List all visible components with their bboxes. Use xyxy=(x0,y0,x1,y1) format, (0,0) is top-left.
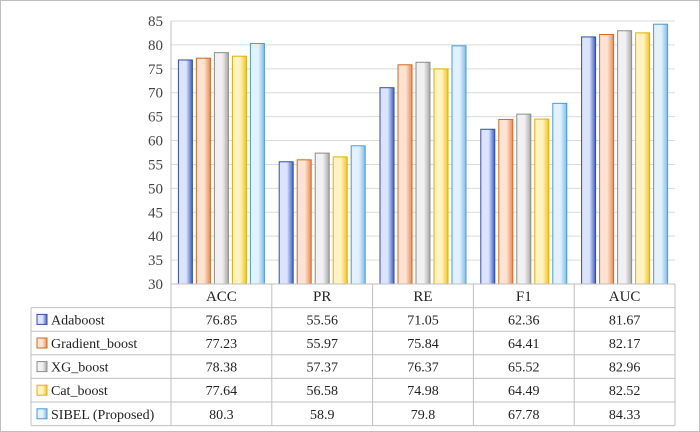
bar-cat-boost-acc xyxy=(231,55,247,285)
bar-cat-boost-pr xyxy=(332,156,348,285)
bar-gradient-boost-f1 xyxy=(498,118,514,285)
bar-sibel-proposed-re xyxy=(451,45,467,285)
y-tick-label: 35 xyxy=(148,253,163,269)
y-tick-label: 30 xyxy=(148,277,163,293)
bar-adaboost-pr xyxy=(278,161,294,285)
category-label-pr: PR xyxy=(313,289,331,305)
legend-swatch-xg-boost xyxy=(36,361,48,373)
legend-label-adaboost: Adaboost xyxy=(51,313,105,328)
table-cell-xg-boost-pr: 57.37 xyxy=(306,361,338,376)
table-cell-cat-boost-pr: 56.58 xyxy=(306,384,338,399)
table-cell-xg-boost-f1: 65.52 xyxy=(508,361,540,376)
table-cell-gradient-boost-acc: 77.23 xyxy=(206,337,238,352)
legend-label-cat-boost: Cat_boost xyxy=(51,384,108,399)
y-tick-label: 65 xyxy=(148,110,163,126)
bar-sibel-proposed-auc xyxy=(653,23,669,285)
table-cell-cat-boost-auc: 82.52 xyxy=(609,384,641,399)
y-tick-label: 45 xyxy=(148,205,163,221)
y-tick-label: 75 xyxy=(148,62,163,78)
y-tick-label: 40 xyxy=(148,229,163,245)
bar-xg-boost-auc xyxy=(617,30,633,285)
legend-swatch-sibel-proposed xyxy=(36,408,48,420)
category-label-re: RE xyxy=(413,289,432,305)
table-cell-adaboost-acc: 76.85 xyxy=(206,313,238,328)
table-cell-xg-boost-auc: 82.96 xyxy=(609,361,641,376)
table-cell-gradient-boost-auc: 82.17 xyxy=(609,337,641,352)
y-tick-label: 50 xyxy=(148,181,163,197)
bar-xg-boost-pr xyxy=(314,152,330,285)
table-cell-xg-boost-re: 76.37 xyxy=(407,361,439,376)
bars xyxy=(177,23,669,285)
table-cell-adaboost-pr: 55.56 xyxy=(306,313,338,328)
y-tick-label: 80 xyxy=(148,38,163,54)
table-cell-sibel-proposed-auc: 84.33 xyxy=(609,408,641,423)
table-cell-sibel-proposed-pr: 58.9 xyxy=(310,408,335,423)
bar-gradient-boost-auc xyxy=(599,34,615,285)
table-cell-xg-boost-acc: 78.38 xyxy=(206,361,238,376)
bar-gradient-boost-pr xyxy=(296,159,312,285)
table-cell-gradient-boost-f1: 64.41 xyxy=(508,337,540,352)
bar-xg-boost-re xyxy=(415,61,431,285)
table-cell-gradient-boost-re: 75.84 xyxy=(407,337,439,352)
legend-swatch-gradient-boost xyxy=(36,337,48,349)
bar-cat-boost-f1 xyxy=(534,118,550,285)
bar-gradient-boost-acc xyxy=(195,57,211,285)
bar-cat-boost-auc xyxy=(635,32,651,285)
table-cell-sibel-proposed-acc: 80.3 xyxy=(209,408,234,423)
table-cell-sibel-proposed-f1: 67.78 xyxy=(508,408,540,423)
data-table: ACC PR RE F1 AUC Adaboost 76.85 55.56 71.05 62.36… xyxy=(30,283,676,427)
bar-adaboost-f1 xyxy=(480,128,496,285)
legend-label-sibel-proposed: SIBEL (Proposed) xyxy=(51,408,155,423)
y-tick-label: 55 xyxy=(148,157,163,173)
legend-label-gradient-boost: Gradient_boost xyxy=(51,337,137,352)
bar-adaboost-re xyxy=(379,87,395,285)
bar-xg-boost-f1 xyxy=(516,113,532,285)
y-tick-label: 70 xyxy=(148,86,163,102)
table-cell-adaboost-re: 71.05 xyxy=(407,313,439,328)
y-tick-label: 85 xyxy=(148,14,163,30)
table-cell-cat-boost-acc: 77.64 xyxy=(206,384,238,399)
table-cell-gradient-boost-pr: 55.97 xyxy=(306,337,338,352)
y-axis: 30 35 40 45 50 55 60 65 70 75 80 85 xyxy=(148,14,172,293)
category-label-auc: AUC xyxy=(609,289,641,305)
bar-adaboost-auc xyxy=(581,36,597,285)
table-cell-adaboost-auc: 81.67 xyxy=(609,313,641,328)
bar-xg-boost-acc xyxy=(213,52,229,285)
legend-swatch-cat-boost xyxy=(36,384,48,396)
bar-sibel-proposed-acc xyxy=(249,42,265,285)
table-cell-cat-boost-f1: 64.49 xyxy=(508,384,540,399)
y-tick-label: 60 xyxy=(148,134,163,150)
bar-sibel-proposed-pr xyxy=(350,145,366,285)
table-cell-sibel-proposed-re: 79.8 xyxy=(411,408,436,423)
bar-adaboost-acc xyxy=(177,59,193,285)
bar-gradient-boost-re xyxy=(397,64,413,285)
table-cell-cat-boost-re: 74.98 xyxy=(407,384,439,399)
legend-swatch-adaboost xyxy=(36,313,48,325)
category-label-acc: ACC xyxy=(206,289,237,305)
bar-sibel-proposed-f1 xyxy=(552,102,568,285)
bar-cat-boost-re xyxy=(433,68,449,285)
category-label-f1: F1 xyxy=(516,289,532,305)
legend-label-xg-boost: XG_boost xyxy=(51,361,109,376)
table-cell-adaboost-f1: 62.36 xyxy=(508,313,540,328)
